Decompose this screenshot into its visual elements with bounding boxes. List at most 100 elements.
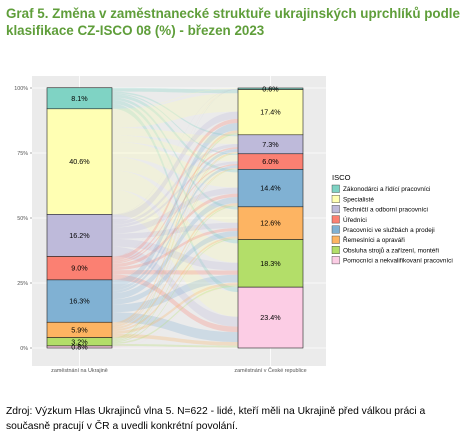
legend-label: Pomocníci a nekvalifikovaní pracovníci (343, 258, 453, 265)
flow-band (112, 238, 238, 271)
flow-band (112, 189, 238, 317)
chart-title: Graf 5. Změna v zaměstnanecké struktuře … (6, 6, 460, 38)
flow-band (112, 286, 238, 348)
legend-swatch (331, 225, 340, 234)
y-tick-label: 25% (17, 281, 28, 287)
segment-labels: 8.1% 40.6% 16.2% 9.0% 16.3% 5.9% 3.2%0.8% 0.6% 1… (69, 84, 281, 351)
legend-swatch (331, 205, 340, 214)
bar-segment (46, 108, 113, 215)
flow-band (112, 144, 238, 226)
flow-band (112, 161, 238, 228)
flow-band (112, 97, 238, 210)
legend-label: Úředníci (343, 215, 367, 224)
segment-label: 18.3% (260, 259, 281, 268)
bar-segment (46, 345, 113, 349)
flow-band (112, 231, 238, 305)
legend-swatch (331, 215, 340, 224)
flow-band (112, 153, 238, 340)
flow-band (112, 127, 238, 145)
flow-band (112, 87, 238, 94)
flow-band (112, 282, 238, 335)
legend-label: Řemeslníci a opraváři (343, 235, 405, 244)
segment-label: 5.9% (71, 325, 88, 334)
flow-band (112, 148, 238, 291)
segment-label: 6.0% (262, 157, 279, 166)
flow-band (112, 197, 238, 300)
flow-band (112, 141, 238, 188)
segment-label: 0.6% (262, 84, 279, 93)
flow-band (112, 206, 238, 347)
flow-bands (112, 87, 238, 349)
y-tick-label: 0% (20, 346, 28, 352)
axes: 0% 25% 50% 75% 100% zaměstnání na Ukrajině zam… (14, 86, 306, 374)
flow-band (112, 193, 238, 268)
flow-band (112, 91, 238, 137)
source-note: Zdroj: Výzkum Hlas Ukrajinců vlna 5. N=6… (6, 406, 426, 432)
flow-band (112, 167, 238, 328)
segment-label: 3.2% (71, 337, 88, 346)
segment-label: 23.4% (260, 313, 281, 322)
flow-band (112, 157, 238, 223)
bar-segment (237, 169, 304, 208)
flow-band (112, 270, 238, 275)
legend-label: Techničtí a odborní pracovníci (343, 207, 428, 214)
bar-segment (237, 286, 304, 349)
flow-band (112, 205, 238, 342)
flow-band (112, 239, 238, 348)
segment-label: 17.4% (260, 108, 281, 117)
legend-swatch (331, 256, 340, 265)
flow-band (112, 153, 238, 347)
legend: ISCO Zákonodárci a řídící pracovníci Speci… (331, 173, 453, 265)
flow-band (112, 163, 238, 264)
flow-band (112, 89, 238, 281)
flow-band (112, 93, 238, 128)
flow-band (112, 93, 238, 156)
segment-label: 9.0% (71, 264, 88, 273)
flow-band (112, 118, 238, 261)
legend-swatch (331, 194, 340, 203)
flow-band (112, 187, 238, 234)
segment-label: 16.2% (69, 231, 90, 240)
flow-band (112, 236, 238, 332)
flow-band (112, 274, 238, 333)
flow-band (112, 343, 238, 348)
bar-segment (237, 239, 304, 288)
flow-band (112, 103, 238, 293)
y-tick-label: 100% (14, 86, 28, 92)
segment-label: 7.3% (262, 140, 279, 149)
segment-label: 12.6% (260, 219, 281, 228)
alluvial-chart: 8.1% 40.6% 16.2% 9.0% 16.3% 5.9% 3.2%0.8% 0.6% 1… (14, 76, 453, 374)
flow-band (112, 133, 238, 340)
flow-band (112, 246, 238, 327)
flow-band (112, 222, 238, 239)
y-tick-label: 50% (17, 216, 28, 222)
segment-label: 8.1% (71, 94, 88, 103)
flow-band (112, 135, 238, 162)
flow-band (112, 228, 238, 271)
segment-label: 16.3% (69, 297, 90, 306)
legend-label: Obsluha strojů a zařízení, montéři (343, 246, 439, 254)
flow-band (112, 274, 238, 313)
legend-label: Pracovníci ve službách a prodeji (343, 227, 435, 234)
flow-band (112, 168, 238, 341)
flow-band (112, 334, 238, 346)
x-tick-label: zaměstnání na Ukrajině (51, 368, 108, 374)
legend-swatch (331, 184, 340, 193)
bar-segment (237, 89, 304, 136)
flow-band (112, 89, 238, 257)
legend-swatch (331, 235, 340, 244)
flow-band (112, 238, 238, 343)
legend-swatch (331, 245, 340, 254)
flow-band (112, 165, 238, 294)
flow-band (112, 100, 238, 244)
flow-band (112, 94, 238, 173)
y-tick-label: 75% (17, 151, 28, 157)
flow-band (112, 170, 238, 263)
flow-band (112, 134, 238, 347)
legend-label: Zákonodárci a řídící pracovníci (343, 186, 430, 193)
flow-band (112, 203, 238, 330)
flow-band (112, 147, 238, 263)
legend-label: Specialisté (343, 196, 374, 203)
flow-band (112, 88, 238, 110)
stacked-bars (46, 87, 304, 349)
